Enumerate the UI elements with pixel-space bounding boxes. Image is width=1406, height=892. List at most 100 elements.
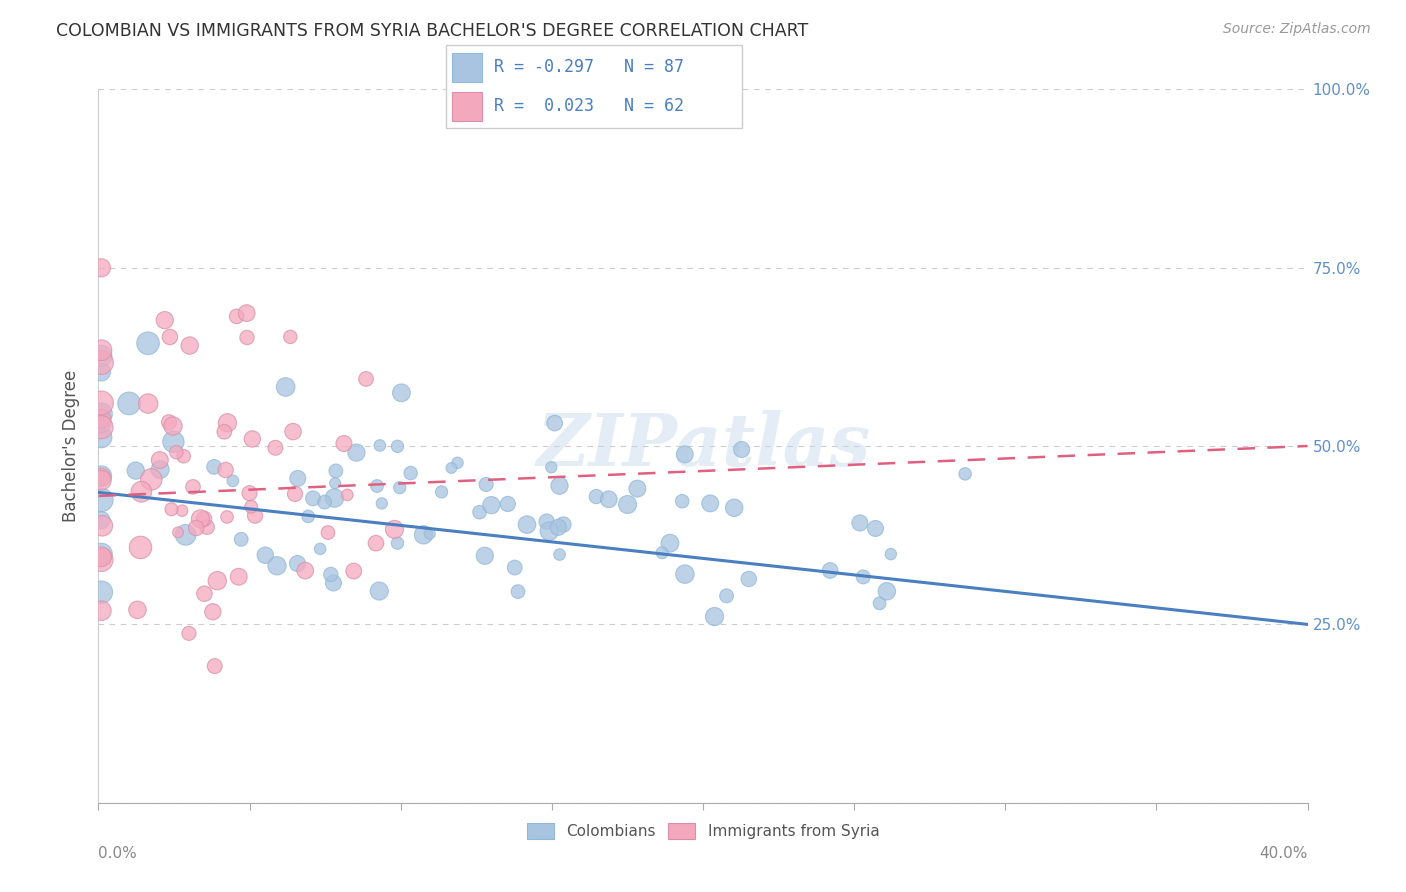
Point [325, 464, 347, 478]
Point [368, 584, 391, 599]
Point [90, 349, 112, 363]
Point [149, 453, 172, 467]
Point [598, 492, 620, 507]
Point [195, 520, 218, 534]
Point [336, 488, 359, 502]
Point [703, 609, 725, 624]
Point [141, 472, 163, 486]
Point [294, 564, 316, 578]
Point [430, 484, 453, 499]
Point [254, 548, 277, 562]
Point [243, 508, 266, 523]
Point [90, 396, 112, 410]
Point [953, 467, 976, 481]
Point [274, 380, 297, 394]
Point [626, 482, 648, 496]
Point [323, 476, 346, 491]
Point [240, 432, 263, 446]
Point [516, 517, 538, 532]
Point [90, 356, 112, 370]
Point [399, 466, 422, 480]
Point [162, 419, 184, 434]
Point [658, 536, 681, 550]
Point [474, 549, 496, 563]
Point [167, 525, 190, 540]
Point [90, 343, 112, 358]
Point [90, 549, 112, 564]
Point [297, 509, 319, 524]
Point [127, 603, 149, 617]
Point [90, 553, 112, 567]
Point [869, 596, 891, 610]
Point [281, 425, 304, 439]
FancyBboxPatch shape [451, 54, 482, 82]
Point [90, 420, 112, 434]
FancyBboxPatch shape [446, 45, 742, 128]
Point [818, 564, 841, 578]
Point [673, 447, 696, 461]
Point [876, 584, 898, 599]
Point [136, 336, 159, 351]
Point [125, 464, 148, 478]
Point [236, 330, 259, 344]
Point [204, 659, 226, 673]
Point [214, 463, 236, 477]
Point [202, 459, 225, 474]
Point [540, 460, 562, 475]
Point [157, 415, 180, 429]
Point [506, 584, 529, 599]
Point [388, 481, 411, 495]
Point [217, 416, 239, 430]
Point [865, 521, 887, 535]
Point [585, 490, 607, 504]
Point [314, 495, 336, 509]
Point [90, 492, 112, 507]
Point [548, 548, 571, 562]
Point [136, 396, 159, 410]
Point [651, 546, 673, 560]
Point [162, 434, 184, 449]
Point [280, 330, 302, 344]
Point [177, 626, 200, 640]
Point [90, 411, 112, 425]
Point [446, 456, 468, 470]
Legend: Colombians, Immigrants from Syria: Colombians, Immigrants from Syria [520, 817, 886, 845]
Point [90, 430, 112, 444]
Point [503, 560, 526, 574]
Text: R = -0.297   N = 87: R = -0.297 N = 87 [495, 59, 685, 77]
Y-axis label: Bachelor's Degree: Bachelor's Degree [62, 370, 80, 522]
Point [284, 487, 307, 501]
Point [468, 505, 491, 519]
Point [207, 574, 229, 588]
Point [160, 502, 183, 516]
Point [440, 461, 463, 475]
Point [231, 533, 253, 547]
Point [543, 416, 565, 430]
Point [322, 576, 344, 591]
Point [215, 510, 238, 524]
Text: R =  0.023   N = 62: R = 0.023 N = 62 [495, 97, 685, 115]
Point [475, 477, 498, 491]
Point [91, 518, 114, 533]
Point [235, 306, 257, 320]
Point [316, 525, 339, 540]
Point [131, 484, 153, 499]
Point [181, 480, 204, 494]
Point [371, 496, 394, 510]
Point [222, 474, 245, 488]
Point [90, 547, 112, 561]
Point [387, 536, 409, 550]
Point [165, 445, 187, 459]
Point [228, 570, 250, 584]
Point [302, 491, 325, 506]
Point [699, 496, 721, 510]
Text: Source: ZipAtlas.com: Source: ZipAtlas.com [1223, 22, 1371, 37]
Text: COLOMBIAN VS IMMIGRANTS FROM SYRIA BACHELOR'S DEGREE CORRELATION CHART: COLOMBIAN VS IMMIGRANTS FROM SYRIA BACHE… [56, 22, 808, 40]
Point [238, 486, 260, 500]
Point [153, 313, 176, 327]
Point [880, 547, 903, 561]
Point [354, 372, 377, 386]
Point [387, 439, 409, 453]
Point [186, 521, 208, 535]
Point [266, 558, 288, 573]
